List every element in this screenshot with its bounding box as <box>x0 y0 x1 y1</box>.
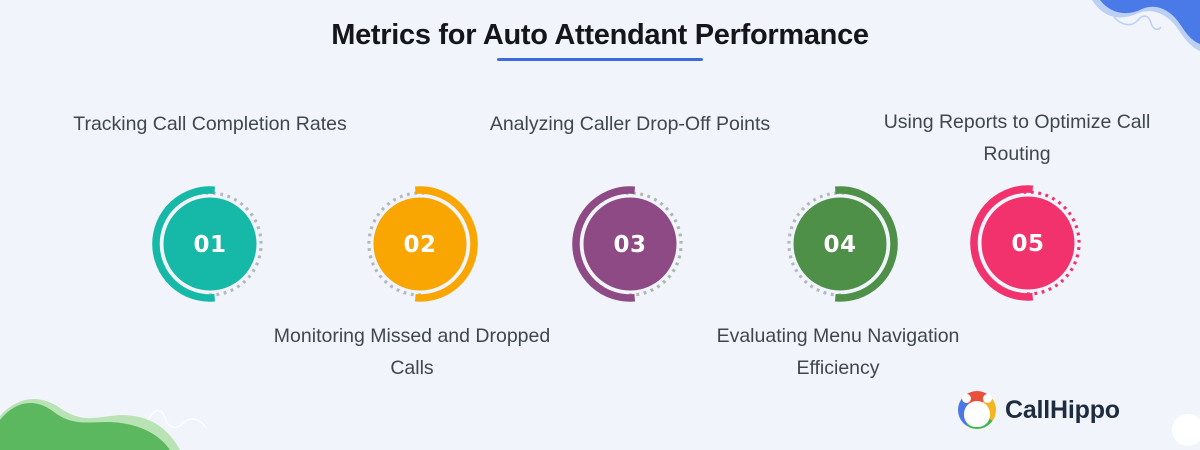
solid-arc-1 <box>152 186 216 302</box>
solid-arc-3 <box>572 186 636 302</box>
hippo-face-icon <box>964 401 990 427</box>
badge-circle-4 <box>793 197 887 291</box>
dotted-arc-1 <box>205 191 263 297</box>
badge-circle-3 <box>583 197 677 291</box>
badge-number-3: 03 <box>613 232 646 258</box>
hippo-ear-icon <box>962 394 971 403</box>
badge-number-4: 04 <box>823 232 856 258</box>
badge-circle-2 <box>373 197 467 291</box>
dotted-arc-2 <box>367 191 425 297</box>
top-right-wave-decoration <box>1092 0 1200 51</box>
metric-label-1: Tracking Call Completion Rates <box>73 113 347 135</box>
callhippo-logo-icon <box>958 391 996 429</box>
callhippo-logo: CallHippo <box>958 391 1120 429</box>
callhippo-logo-text: CallHippo <box>1005 395 1120 424</box>
bottom-left-wave-decoration <box>0 398 207 450</box>
dotted-arc-3 <box>625 191 683 297</box>
badge-circle-1 <box>163 197 257 291</box>
metric-badge-4: 04 <box>780 184 900 304</box>
page-title: Metrics for Auto Attendant Performance <box>331 19 869 51</box>
metric-badge-1: 01 <box>150 184 270 304</box>
solid-arc-4 <box>834 186 898 302</box>
metric-label-2: Monitoring Missed and Dropped Calls <box>273 325 551 379</box>
metric-badge-5: 05 <box>968 183 1088 303</box>
metric-label-5: Using Reports to Optimize Call Routing <box>883 111 1151 165</box>
solid-arc-5 <box>970 185 1034 301</box>
badge-number-5: 05 <box>1011 231 1044 257</box>
badge-number-2: 02 <box>403 232 436 258</box>
title-underline <box>497 58 703 61</box>
metric-badge-3: 03 <box>570 184 690 304</box>
dotted-arc-4 <box>787 191 845 297</box>
dotted-arc-5 <box>1023 190 1081 296</box>
badge-circle-5 <box>981 196 1075 290</box>
metric-label-3: Analyzing Caller Drop-Off Points <box>489 113 771 135</box>
metric-badge-2: 02 <box>360 184 480 304</box>
badge-number-1: 01 <box>193 232 226 258</box>
corner-circle-decoration <box>1172 414 1200 446</box>
hippo-ear-icon <box>983 394 992 403</box>
solid-arc-2 <box>414 186 478 302</box>
metric-label-4: Evaluating Menu Navigation Efficiency <box>716 325 960 379</box>
